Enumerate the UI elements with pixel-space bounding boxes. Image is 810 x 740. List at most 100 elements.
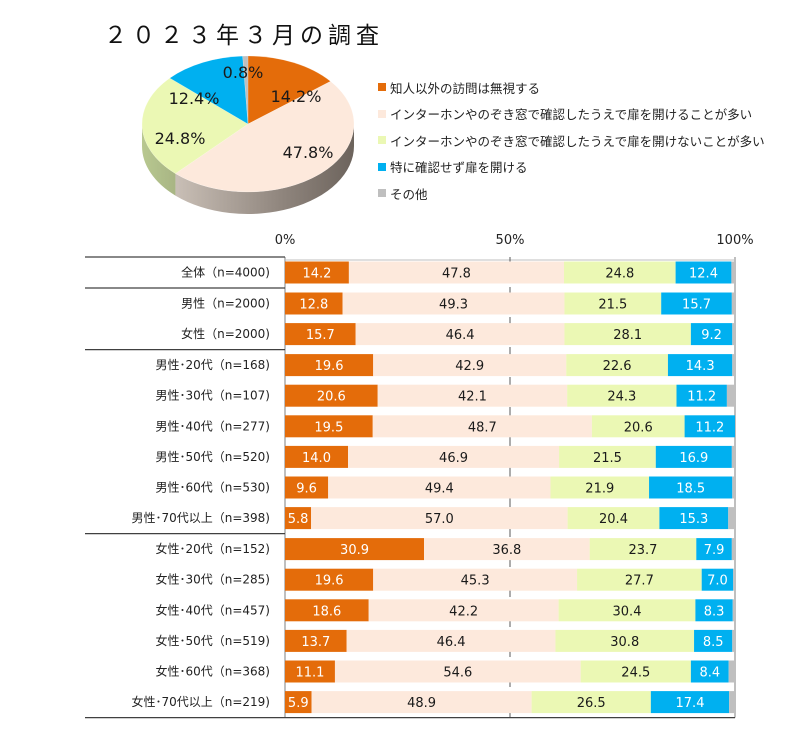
row-label: 女性･50代（n=519)	[155, 633, 270, 648]
bar-value-label: 46.9	[439, 451, 468, 466]
bar-segment-open-after-check	[348, 445, 560, 468]
row-label: 女性（n=2000)	[181, 326, 270, 341]
bar-segment-open-without-check	[650, 691, 730, 714]
bar-row: 女性･60代（n=368) 11.1 54.6 24.5 8.4	[155, 660, 735, 683]
legend-item-ignore: 知人以外の訪問は無視する	[378, 74, 765, 101]
row-label: 男性･50代（n=520)	[155, 450, 270, 464]
bar-value-label: 30.9	[340, 543, 369, 558]
bar-segment-other	[731, 445, 735, 468]
legend-swatch	[378, 83, 386, 92]
bar-segment-ignore	[285, 354, 374, 377]
row-label: 男性･30代（n=107)	[155, 389, 270, 403]
bar-segment-other	[731, 292, 735, 315]
bar-segment-ignore	[285, 629, 347, 652]
bar-value-label: 21.5	[598, 298, 627, 313]
bar-value-label: 27.7	[625, 574, 654, 589]
bar-value-label: 49.3	[439, 298, 468, 313]
bar-row: 男性（n=2000) 12.8 49.3 21.5 15.7	[181, 292, 735, 315]
bar-segment-not-open-after-check	[566, 354, 668, 377]
pie-side-not-open-after-check	[142, 124, 176, 196]
bar-value-label: 14.2	[302, 267, 331, 282]
bar-segment-open-after-check	[334, 660, 581, 683]
bar-value-label: 30.8	[610, 635, 639, 650]
pie-label: 12.4%	[169, 89, 220, 108]
bar-segment-not-open-after-check	[550, 476, 650, 499]
bar-value-label: 28.1	[613, 328, 642, 343]
pie-slice-other	[242, 55, 249, 125]
bar-value-label: 20.6	[317, 390, 346, 405]
pie-slice-ignore	[247, 55, 331, 125]
bar-segment-open-after-check	[346, 629, 556, 652]
bar-value-label: 16.9	[679, 451, 708, 466]
row-label: 女性･60代（n=368)	[155, 664, 270, 679]
legend-item-open-without-check: 特に確認せず扉を開ける	[378, 154, 765, 181]
legend-label: インターホンやのぞき窓で確認したうえで扉を開けないことが多い	[390, 133, 765, 149]
bar-segment-other	[728, 507, 735, 530]
bar-segment-open-without-check	[659, 507, 729, 530]
bar-segment-ignore	[285, 538, 425, 561]
bar-value-label: 15.7	[306, 328, 335, 343]
bar-value-label: 7.9	[704, 543, 725, 558]
bar-row: 女性･20代（n=152) 30.9 36.8 23.7 7.9	[155, 538, 735, 561]
bar-segment-open-without-check	[655, 445, 732, 468]
bar-segment-ignore	[285, 261, 349, 284]
pie-chart: 14.2% 47.8% 24.8% 12.4%0.8%	[141, 55, 355, 215]
bar-value-label: 7.0	[707, 574, 728, 589]
bar-value-label: 11.1	[295, 666, 324, 681]
bar-segment-ignore	[285, 599, 369, 622]
bar-value-label: 5.9	[288, 696, 309, 711]
pie-label: 24.8%	[155, 129, 206, 148]
bar-row: 男性･50代（n=520) 14.0 46.9 21.5 16.9	[155, 445, 735, 468]
bar-segment-open-after-check	[373, 568, 578, 591]
bar-segment-open-without-check	[667, 354, 733, 377]
bar-segment-open-after-check	[311, 691, 532, 714]
row-label: 女性･70代以上（n=219)	[131, 694, 270, 709]
bar-value-label: 18.6	[312, 604, 341, 619]
bar-value-label: 8.5	[703, 635, 724, 650]
bar-value-label: 19.5	[314, 420, 343, 435]
legend-label: インターホンやのぞき窓で確認したうえで扉を開けることが多い	[390, 107, 753, 123]
bar-value-label: 54.6	[443, 666, 472, 681]
bar-row: 女性（n=2000) 15.7 46.4 28.1 9.2	[181, 323, 735, 346]
bar-segment-ignore	[285, 445, 348, 468]
bar-value-label: 20.4	[599, 512, 628, 527]
bar-segment-open-after-check	[348, 261, 564, 284]
bar-segment-open-without-check	[696, 538, 732, 561]
bar-row: 女性･50代（n=519) 13.7 46.4 30.8 8.5	[155, 629, 735, 652]
bar-value-label: 17.4	[676, 696, 705, 711]
bar-segment-ignore	[285, 568, 374, 591]
bar-segment-open-after-check	[372, 415, 592, 438]
bar-value-label: 45.3	[461, 574, 490, 589]
bar-segment-ignore	[285, 292, 343, 315]
legend-item-not-open-after-check: インターホンやのぞき窓で確認したうえで扉を開けないことが多い	[378, 127, 765, 154]
bar-segment-not-open-after-check	[567, 507, 660, 530]
pie-label: 0.8%	[223, 63, 264, 82]
bar-value-label: 36.8	[492, 543, 521, 558]
bar-row: 女性･70代以上（n=219) 5.9 48.9 26.5 17.4	[131, 691, 735, 714]
bar-segment-open-after-check	[424, 538, 590, 561]
bar-value-label: 48.9	[407, 696, 436, 711]
bar-value-label: 14.0	[302, 451, 331, 466]
bar-value-label: 12.4	[689, 267, 718, 282]
bar-segment-open-without-check	[690, 323, 733, 346]
pie-side-open-after-check	[175, 124, 354, 215]
bar-segment-ignore	[285, 507, 312, 530]
bar-value-label: 47.8	[442, 267, 471, 282]
bar-segment-ignore	[285, 384, 378, 407]
bar-segment-other	[733, 568, 735, 591]
bar-segment-not-open-after-check	[559, 445, 656, 468]
bar-segment-not-open-after-check	[531, 691, 651, 714]
bar-value-label: 21.9	[585, 482, 614, 497]
bar-segment-open-without-check	[695, 599, 733, 622]
bar-value-label: 11.2	[695, 420, 724, 435]
bar-value-label: 42.2	[449, 604, 478, 619]
bar-value-label: 19.6	[315, 574, 344, 589]
bar-value-label: 46.4	[437, 635, 466, 650]
bar-row: 男性･20代（n=168) 19.6 42.9 22.6 14.3	[155, 354, 735, 377]
bar-segment-not-open-after-check	[564, 261, 676, 284]
bar-segment-open-after-check	[328, 476, 551, 499]
x-tick-label: 0%	[275, 233, 296, 248]
bar-value-label: 11.2	[687, 390, 716, 405]
bar-segment-not-open-after-check	[564, 292, 662, 315]
bar-segment-other	[731, 261, 735, 284]
